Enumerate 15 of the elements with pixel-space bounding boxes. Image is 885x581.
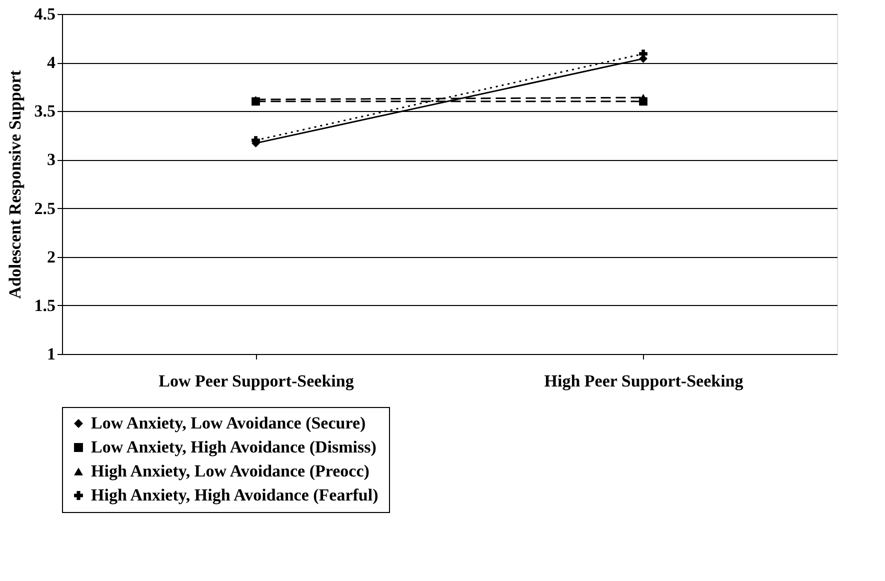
y-tick-label: 2.5	[34, 198, 56, 218]
x-tick-label: Low Peer Support-Seeking	[158, 372, 354, 390]
y-tick-label: 4	[47, 53, 56, 72]
y-tick-label: 1	[47, 344, 56, 364]
legend-label: High Anxiety, High Avoidance (Fearful)	[91, 486, 378, 504]
y-axis-title: Adolescent Responsive Support	[5, 70, 24, 299]
legend-label: Low Anxiety, Low Avoidance (Secure)	[91, 414, 366, 432]
legend-label: Low Anxiety, High Avoidance (Dismiss)	[91, 438, 376, 456]
y-tick-label: 3.5	[34, 102, 56, 121]
x-tick-label: High Peer Support-Seeking	[544, 372, 744, 390]
y-tick-label: 3	[47, 150, 56, 170]
legend-label: High Anxiety, Low Avoidance (Preocc)	[91, 462, 370, 480]
y-tick-label: 2	[47, 247, 56, 266]
y-tick-label: 4.5	[34, 4, 56, 24]
y-tick-label: 1.5	[34, 296, 56, 315]
